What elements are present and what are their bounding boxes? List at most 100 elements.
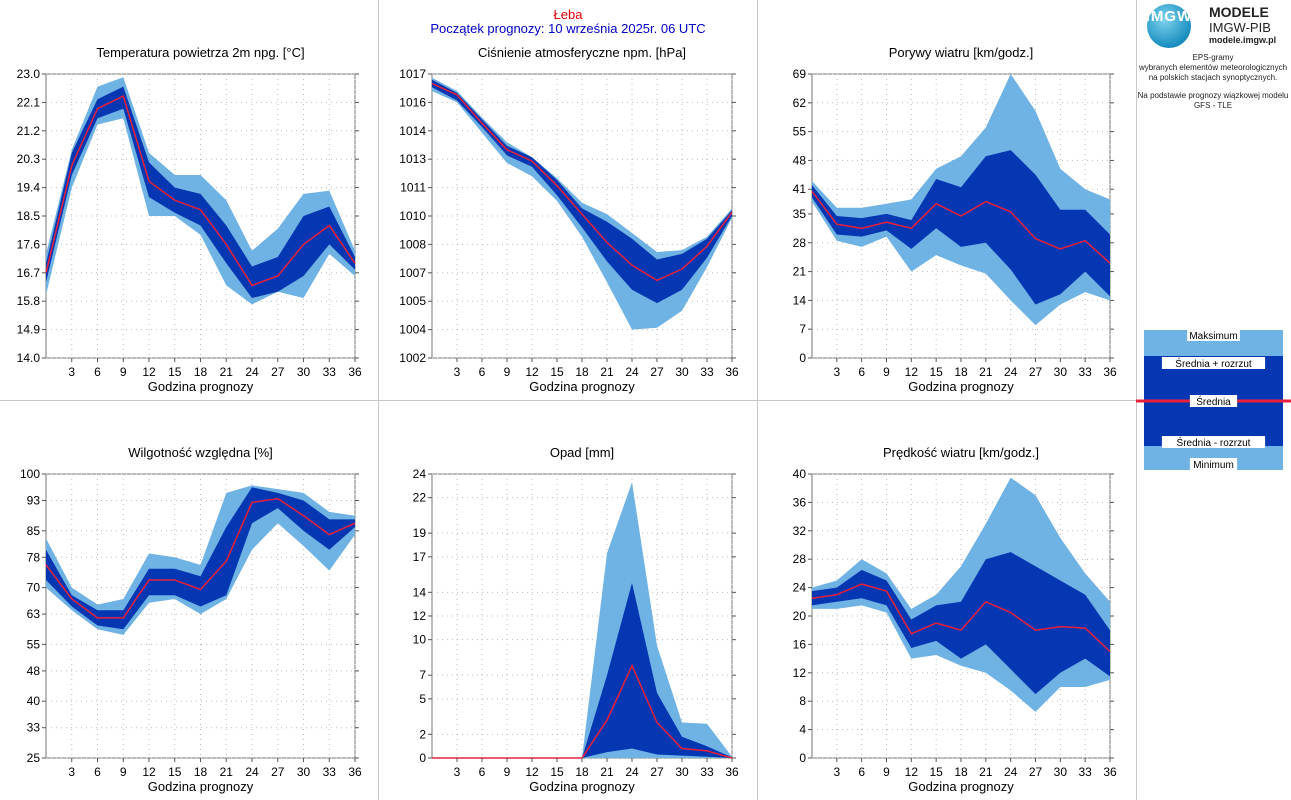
x-tick-label: 3 — [68, 765, 75, 779]
x-axis-label: Godzina prognozy — [529, 379, 635, 394]
x-tick-label: 9 — [120, 365, 127, 379]
x-axis-label: Godzina prognozy — [908, 379, 1014, 394]
x-tick-label: 30 — [1054, 765, 1068, 779]
x-tick-label: 27 — [650, 765, 664, 779]
description-line: GFS - TLE — [1193, 101, 1233, 110]
y-tick-label: 7 — [419, 668, 426, 682]
y-tick-label: 8 — [799, 694, 806, 708]
y-tick-label: 12 — [793, 666, 807, 680]
y-tick-label: 63 — [27, 607, 41, 621]
imgw-logo: IMGW MODELE IMGW-PIB modele.imgw.pl — [1145, 2, 1285, 48]
spread-band — [46, 487, 355, 630]
x-axis-label: Godzina prognozy — [148, 379, 254, 394]
x-tick-label: 18 — [954, 365, 968, 379]
x-tick-label: 3 — [68, 365, 75, 379]
y-tick-label: 48 — [27, 664, 41, 678]
y-tick-label: 1004 — [399, 323, 426, 337]
y-tick-label: 14 — [413, 585, 427, 599]
x-tick-label: 15 — [929, 765, 943, 779]
y-tick-label: 22.1 — [17, 95, 41, 109]
spread-band — [812, 150, 1110, 305]
x-tick-label: 6 — [479, 365, 486, 379]
legend-label: Średnia - rozrzut — [1177, 436, 1251, 449]
x-tick-label: 12 — [905, 365, 919, 379]
x-tick-label: 18 — [194, 365, 208, 379]
y-tick-label: 1010 — [399, 209, 426, 223]
mean-line — [811, 190, 1111, 264]
y-tick-label: 17 — [413, 550, 427, 564]
y-tick-label: 17.6 — [17, 237, 41, 251]
y-tick-label: 1008 — [399, 237, 426, 251]
x-tick-label: 15 — [929, 365, 943, 379]
spread-band — [812, 552, 1110, 695]
minmax-band — [432, 482, 732, 758]
legend-label-bg — [1161, 436, 1266, 448]
y-tick-label: 1016 — [399, 95, 426, 109]
y-tick-label: 40 — [27, 694, 41, 708]
y-tick-label: 19 — [413, 526, 427, 540]
y-tick-label: 0 — [799, 351, 806, 365]
minmax-band — [46, 485, 355, 635]
y-tick-label: 7 — [799, 322, 806, 336]
mean-line — [811, 583, 1111, 653]
y-tick-label: 69 — [793, 67, 807, 81]
x-tick-label: 33 — [700, 765, 714, 779]
legend-label: Maksimum — [1189, 331, 1237, 342]
y-tick-label: 28 — [793, 236, 807, 250]
description-line: na polskich stacjach synoptycznych. — [1148, 73, 1278, 82]
y-tick-label: 70 — [27, 581, 41, 595]
x-tick-label: 30 — [297, 765, 311, 779]
brand-imgw-pib: IMGW-PIB — [1209, 20, 1271, 35]
x-tick-label: 21 — [979, 365, 993, 379]
x-tick-label: 18 — [575, 365, 589, 379]
x-axis-label: Godzina prognozy — [529, 779, 635, 794]
y-tick-label: 23.0 — [17, 67, 41, 81]
x-tick-label: 9 — [883, 365, 890, 379]
y-tick-label: 0 — [419, 751, 426, 765]
x-tick-label: 9 — [504, 365, 511, 379]
legend-label-bg — [1187, 329, 1240, 341]
y-tick-label: 12 — [413, 609, 427, 623]
description-block: EPS-gramy wybranych elementów meteorolog… — [1135, 53, 1291, 111]
x-tick-label: 36 — [1103, 365, 1117, 379]
x-tick-label: 24 — [245, 365, 259, 379]
legend: Maksimum Średnia + rozrzut Średnia Średnia … — [1136, 329, 1291, 471]
x-tick-label: 12 — [525, 365, 539, 379]
y-tick-label: 0 — [799, 751, 806, 765]
y-tick-label: 62 — [793, 96, 807, 110]
x-tick-label: 27 — [271, 765, 285, 779]
x-tick-label: 30 — [1054, 365, 1068, 379]
station-name: Łeba — [553, 7, 583, 22]
y-tick-label: 5 — [419, 692, 426, 706]
y-tick-label: 36 — [793, 495, 807, 509]
x-tick-label: 6 — [94, 765, 101, 779]
y-tick-label: 25 — [27, 751, 41, 765]
chart-title: Porywy wiatru [km/godz.] — [889, 45, 1034, 60]
x-tick-label: 27 — [1029, 765, 1043, 779]
x-tick-label: 33 — [323, 765, 337, 779]
x-tick-label: 15 — [550, 765, 564, 779]
y-tick-label: 24 — [793, 581, 807, 595]
mean-line — [431, 82, 733, 282]
x-tick-label: 21 — [220, 765, 234, 779]
x-tick-label: 33 — [1078, 365, 1092, 379]
x-tick-label: 3 — [833, 365, 840, 379]
y-tick-label: 18.5 — [17, 209, 41, 223]
y-tick-label: 1013 — [399, 152, 426, 166]
chart-title: Wilgotność względna [%] — [128, 445, 273, 460]
y-tick-label: 100 — [20, 467, 40, 481]
mean-line — [45, 95, 356, 287]
x-tick-label: 36 — [1103, 765, 1117, 779]
x-tick-label: 21 — [979, 765, 993, 779]
y-tick-label: 20 — [793, 609, 807, 623]
y-tick-label: 21 — [793, 265, 807, 279]
x-tick-label: 36 — [348, 365, 362, 379]
x-tick-label: 27 — [1029, 365, 1043, 379]
y-tick-label: 55 — [27, 637, 41, 651]
x-tick-label: 24 — [625, 365, 639, 379]
x-tick-label: 12 — [525, 765, 539, 779]
x-tick-label: 24 — [245, 765, 259, 779]
x-tick-label: 6 — [479, 765, 486, 779]
